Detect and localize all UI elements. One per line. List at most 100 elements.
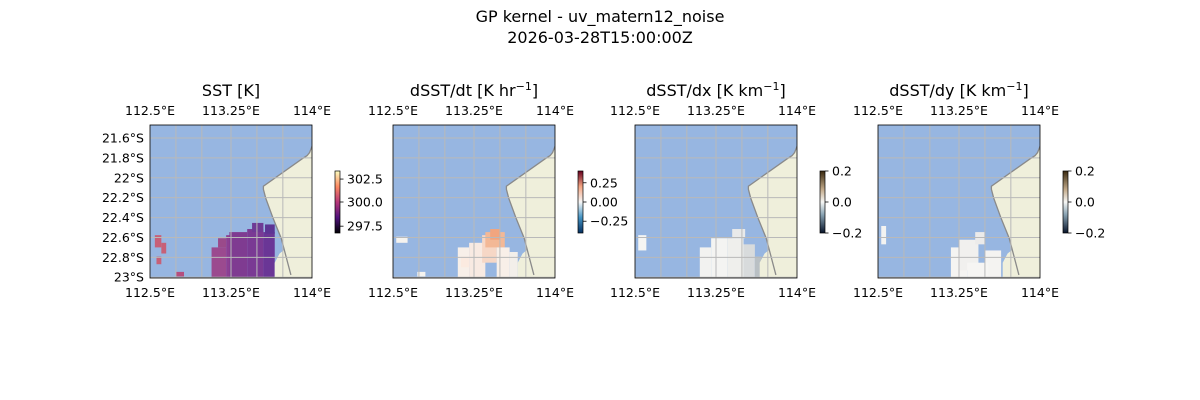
data-cell [754,256,762,278]
colorbar-tick-label: 0.25 [590,175,618,190]
tick-label-lat: 22.2°S [102,190,144,205]
panel-4: dSST/dy [K km−1] 112.5°E 113.25°E 114°E 112.… [853,80,1105,300]
tick-label-top: 113.25°E [445,103,503,118]
data-cell [396,236,408,243]
land-east [517,146,555,278]
data-cell [263,232,275,278]
panel-3: dSST/dx [K km−1] 112.5°E 113.25°E 114°E 112.… [610,80,862,300]
panels: SST [K] 112.5°E 113.25°E 114°E 112.5°E 113.25… [102,80,1105,300]
colorbar [334,170,341,234]
tick-label-top: 113.25°E [930,103,988,118]
map-area [393,125,555,278]
tick-label-top: 114°E [536,103,574,118]
panel-title: SST [K] [202,81,260,100]
data-cell [967,262,989,278]
colorbar-tick-label: −0.2 [1075,226,1105,241]
colorbar-tick-label: 0.00 [590,195,618,210]
tick-label-bottom: 113.25°E [445,285,503,300]
tick-label-top: 114°E [1021,103,1059,118]
data-cell [490,229,500,240]
tick-label-bottom: 113.25°E [687,285,745,300]
data-cell [975,232,985,245]
colorbar [577,170,584,234]
data-cell [469,242,486,278]
data-cell [509,251,518,278]
data-cell [638,235,647,251]
data-cell [218,238,227,248]
tick-label-bottom: 112.5°E [125,285,175,300]
axes-frame [149,124,313,279]
coastline [262,146,312,276]
colorbar [1062,170,1069,234]
panel-title: dSST/dy [K km−1] [889,80,1028,100]
coastline [990,146,1040,276]
map-area [635,125,797,278]
axes-frame [877,124,1041,279]
tick-label-bottom: 114°E [293,285,331,300]
tick-label-top: 113.25°E [202,103,260,118]
tick-label-lat: 21.6°S [102,131,144,146]
tick-label-bottom: 114°E [536,285,574,300]
data-cell [711,238,728,278]
panel-2: dSST/dt [K hr−1] 112.5°E 113.25°E 114°E 112.… [368,80,628,300]
tick-label-bottom: 112.5°E [610,285,660,300]
tick-label-top: 114°E [778,103,816,118]
tick-label-top: 112.5°E [125,103,175,118]
panel-title: dSST/dt [K hr−1] [410,80,538,100]
tick-label-lat: 23°S [114,270,144,285]
data-cell [417,271,426,277]
data-cell [154,235,162,248]
data-cell [727,238,744,278]
data-cell [229,232,248,278]
tick-label-lat: 22°S [114,170,144,185]
data-cell [743,244,755,278]
land-east [759,146,797,278]
data-cell [461,256,470,268]
data-cell [175,271,185,277]
data-cell [161,242,167,254]
tick-label-bottom: 112.5°E [368,285,418,300]
tick-label-top: 112.5°E [853,103,903,118]
colorbar-tick-label: 297.5 [347,219,383,234]
tick-label-bottom: 113.25°E [930,285,988,300]
data-cell [496,247,510,278]
tick-label-top: 114°E [293,103,331,118]
map-area [878,125,1040,278]
colorbar-tick-label: 300.0 [347,195,383,210]
colorbar-tick-label: 302.5 [347,172,383,187]
tick-label-top: 112.5°E [368,103,418,118]
data-cell [247,229,264,278]
data-cell [211,247,227,278]
colorbar-tick-label: 0.0 [832,195,852,210]
panel-1: SST [K] 112.5°E 113.25°E 114°E 112.5°E 113.25… [102,81,383,300]
colorbar [819,170,826,234]
land-east [274,146,312,278]
tick-label-bottom: 114°E [778,285,816,300]
axes-frame [392,124,556,279]
colorbar-tick-label: −0.2 [832,226,862,241]
coastline [505,146,555,276]
tick-label-lat: 21.8°S [102,150,144,165]
data-cell [732,229,746,239]
colorbar-tick-label: 0.2 [1075,164,1095,179]
axes-frame [634,124,798,279]
tick-label-bottom: 114°E [1021,285,1059,300]
tick-label-lat: 22.4°S [102,210,144,225]
colorbar-tick-label: 0.0 [1075,195,1095,210]
colorbar-tick-label: 0.2 [832,164,852,179]
tick-label-top: 113.25°E [687,103,745,118]
tick-label-bottom: 113.25°E [202,285,260,300]
panel-title: dSST/dx [K km−1] [646,80,785,100]
data-cell [265,224,275,234]
data-cell [699,247,712,278]
land-east [1002,146,1040,278]
data-cell [881,225,887,245]
map-area [150,125,312,278]
tick-label-lat: 22.8°S [102,250,144,265]
tick-label-lat: 22.6°S [102,230,144,245]
tick-label-top: 112.5°E [610,103,660,118]
data-cell [156,256,162,265]
tick-label-bottom: 112.5°E [853,285,903,300]
colorbar-tick-label: −0.25 [590,214,628,229]
